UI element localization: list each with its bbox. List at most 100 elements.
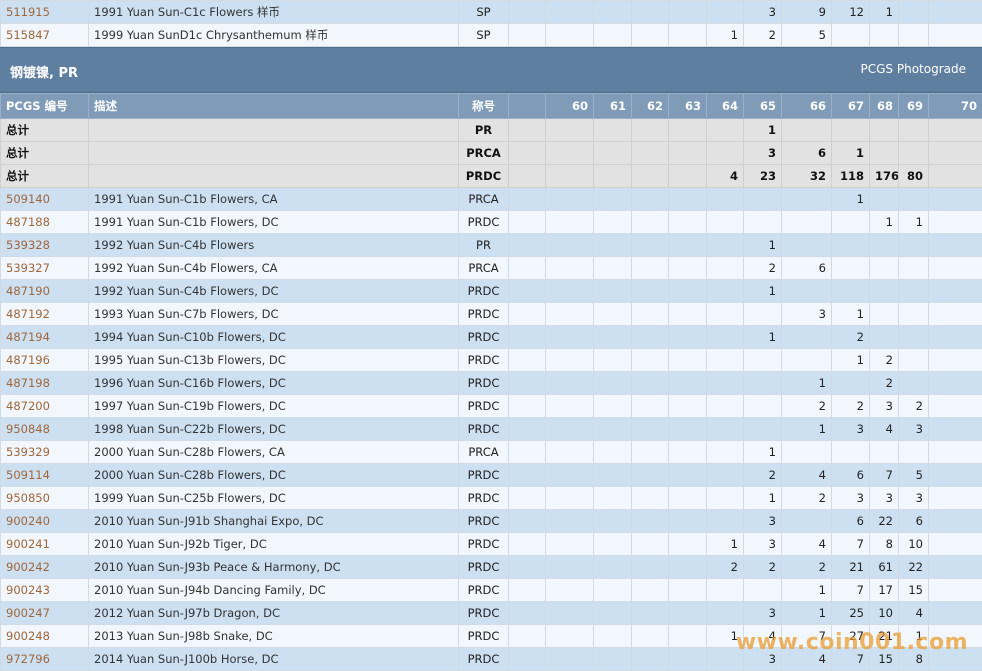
grade-70-count [928,210,982,234]
grade-60-count [545,624,594,648]
pcgs-number-link[interactable]: 900241 [0,532,89,556]
pcgs-number-link[interactable]: 539327 [0,256,89,280]
grade-62-count [631,164,669,188]
pcgs-number-link[interactable]: 950848 [0,417,89,441]
grade-65-count: 3 [743,601,782,625]
grade-70-count [928,118,982,142]
coin-description: 1998 Yuan Sun-C22b Flowers, DC [88,417,459,441]
grade-68-count: 22 [869,509,899,533]
grade-60-count [545,371,594,395]
spacer-cell [508,118,546,142]
table-row: 515847 1999 Yuan SunD1c Chrysanthemum 样币 S… [0,23,982,47]
pcgs-number-link[interactable]: 487196 [0,348,89,372]
grade-designation: PRDC [458,394,509,418]
table-row: 487188 1991 Yuan Sun-C1b Flowers, DC PRDC 1… [0,210,982,234]
grade-62-count [631,0,669,24]
grade-62-count [631,394,669,418]
header-65[interactable]: 65 [743,93,782,119]
grade-68-count: 1 [869,0,899,24]
grade-69-count: 5 [898,463,929,487]
grade-63-count [668,325,707,349]
header-61[interactable]: 61 [593,93,632,119]
header-68[interactable]: 68 [869,93,899,119]
coin-description: 1997 Yuan Sun-C19b Flowers, DC [88,394,459,418]
grade-63-count [668,141,707,165]
total-row: 总计PRDC4233211817680433 [0,164,982,188]
header-69[interactable]: 69 [898,93,929,119]
photograde-link[interactable]: PCGS Photograde [860,62,966,76]
grade-63-count [668,532,707,556]
grade-70-count [928,463,982,487]
spacer-cell [508,233,546,257]
grade-68-count [869,256,899,280]
pcgs-number-link[interactable]: 509140 [0,187,89,211]
pcgs-number-link[interactable]: 487194 [0,325,89,349]
grade-64-count [706,187,744,211]
grade-62-count [631,371,669,395]
header-66[interactable]: 66 [781,93,832,119]
grade-70-count [928,279,982,303]
pcgs-number-link[interactable]: 900242 [0,555,89,579]
grade-70-count [928,601,982,625]
grade-64-count [706,440,744,464]
pcgs-number-link[interactable]: 900243 [0,578,89,602]
pcgs-number-link[interactable]: 900248 [0,624,89,648]
spacer-cell [508,555,546,579]
header-desc[interactable]: 描述 [88,93,459,119]
table-row: 487192 1993 Yuan Sun-C7b Flowers, DC PRDC 3… [0,302,982,326]
header-63[interactable]: 63 [668,93,707,119]
grade-64-count [706,325,744,349]
grade-66-count [781,118,832,142]
grade-68-count [869,233,899,257]
grade-63-count [668,647,707,671]
spacer-cell [508,371,546,395]
coin-description: 1996 Yuan Sun-C16b Flowers, DC [88,371,459,395]
grade-67-count: 12 [831,0,870,24]
pcgs-number-link[interactable]: 487200 [0,394,89,418]
header-grade[interactable]: 称号 [458,93,509,119]
grade-69-count: 80 [898,164,929,188]
grade-61-count [593,187,632,211]
grade-60-count [545,325,594,349]
pcgs-number-link[interactable]: 487198 [0,371,89,395]
header-60[interactable]: 60 [545,93,594,119]
header-70[interactable]: 70 [928,93,982,119]
grade-69-count [898,23,929,47]
grade-69-count [898,233,929,257]
coin-description: 1999 Yuan SunD1c Chrysanthemum 样币 [88,23,459,47]
grade-64-count: 1 [706,23,744,47]
coin-description: 2010 Yuan Sun-J94b Dancing Family, DC [88,578,459,602]
pcgs-number-link[interactable]: 539329 [0,440,89,464]
grade-64-count [706,210,744,234]
grade-designation: PRDC [458,555,509,579]
pcgs-number-link[interactable]: 487190 [0,279,89,303]
header-67[interactable]: 67 [831,93,870,119]
header-62[interactable]: 62 [631,93,669,119]
header-64[interactable]: 64 [706,93,744,119]
pcgs-number-link[interactable]: 900247 [0,601,89,625]
grade-61-count [593,371,632,395]
pcgs-number-link[interactable]: 515847 [0,23,89,47]
pcgs-number-link[interactable]: 539328 [0,233,89,257]
grade-69-count [898,118,929,142]
pcgs-number-link[interactable]: 509114 [0,463,89,487]
pcgs-number-link[interactable]: 950850 [0,486,89,510]
pcgs-number-link[interactable]: 487188 [0,210,89,234]
pcgs-number-link[interactable]: 511915 [0,0,89,24]
grade-63-count [668,486,707,510]
header-pcgs[interactable]: PCGS 编号 [0,93,89,119]
grade-68-count [869,118,899,142]
grade-65-count [743,417,782,441]
coin-description: 2010 Yuan Sun-J91b Shanghai Expo, DC [88,509,459,533]
grade-62-count [631,233,669,257]
grade-62-count [631,532,669,556]
spacer-cell [508,348,546,372]
coin-description: 2013 Yuan Sun-J98b Snake, DC [88,624,459,648]
pcgs-number-link[interactable]: 972796 [0,647,89,671]
pcgs-number-link[interactable]: 487192 [0,302,89,326]
pcgs-number-link[interactable]: 900240 [0,509,89,533]
grade-65-count [743,394,782,418]
grade-65-count [743,371,782,395]
grade-65-count: 2 [743,463,782,487]
